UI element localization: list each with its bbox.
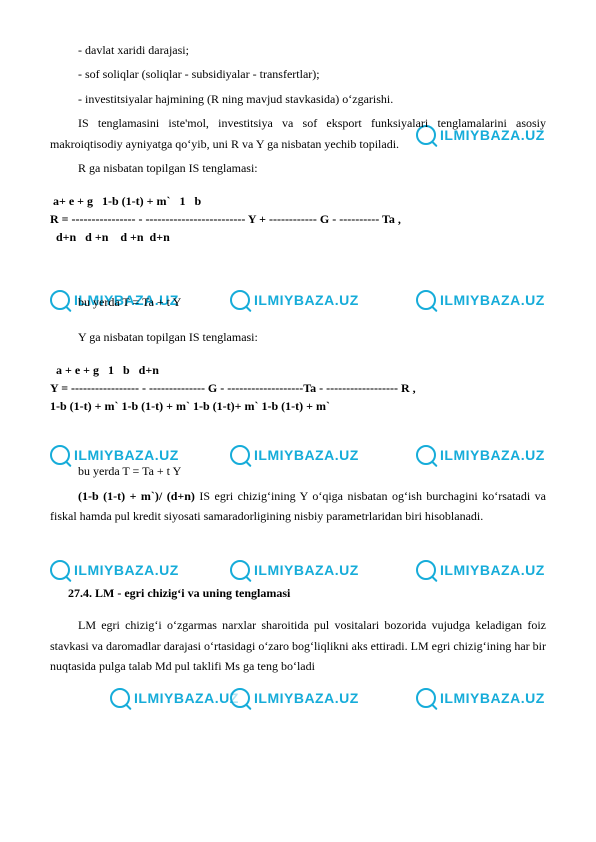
formula-r-line1: a+ e + g 1-b (1-t) + m` 1 b [50,192,546,210]
para-slope: (1-b (1-t) + m`)/ (d+n) IS egri chizigʻi… [50,486,546,527]
section-heading-27-4: 27.4. LM - egri chizigʻi va uning tengla… [50,586,546,601]
page-content: - davlat xaridi darajasi; - sof soliqlar… [0,0,596,720]
formula-r-line2: R = ---------------- - -----------------… [50,210,546,228]
para-r-intro: R ga nisbatan topilgan IS tenglamasi: [50,158,546,178]
bu-yerda-1: bu yerda T = Ta + t Y [50,292,546,312]
para-is-intro: IS tenglamasini iste'mol, investitsiya v… [50,113,546,154]
para-lm: LM egri chizigʻi oʻzgarmas narxlar sharo… [50,615,546,676]
formula-y: a + e + g 1 b d+n Y = ----------------- … [50,361,546,415]
bu-yerda-2: bu yerda T = Ta + t Y [50,461,546,481]
bullet-1: - davlat xaridi darajasi; [50,40,546,60]
bullet-2: - sof soliqlar (soliqlar - subsidiyalar … [50,64,546,84]
formula-y-line3: 1-b (1-t) + m` 1-b (1-t) + m` 1-b (1-t)+… [50,397,546,415]
formula-r: a+ e + g 1-b (1-t) + m` 1 b R = --------… [50,192,546,246]
formula-y-line2: Y = ----------------- - -------------- G… [50,379,546,397]
formula-y-line1: a + e + g 1 b d+n [50,361,546,379]
formula-r-line3: d+n d +n d +n d+n [50,228,546,246]
bullet-3: - investitsiyalar hajmining (R ning mavj… [50,89,546,109]
slope-formula: (1-b (1-t) + m`)/ (d+n) [78,489,195,503]
para-y-intro: Y ga nisbatan topilgan IS tenglamasi: [50,327,546,347]
